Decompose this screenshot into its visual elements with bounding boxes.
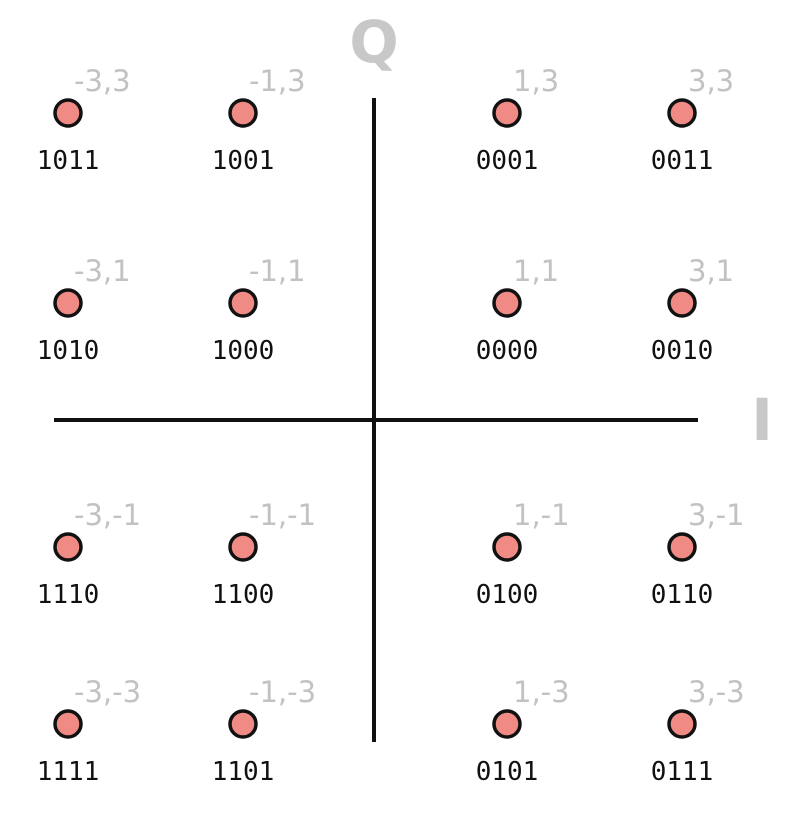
bit-label: 0100 (476, 580, 539, 610)
constellation-point: -3,-3 1111 (37, 675, 141, 787)
constellation-point: 3,3 0011 (651, 64, 734, 176)
point-marker (228, 288, 258, 318)
bit-label: 0000 (476, 336, 539, 366)
constellation-point: -1,-3 1101 (212, 675, 316, 787)
bit-label: 1001 (212, 146, 275, 176)
constellation-point: -3,3 1011 (37, 64, 131, 176)
constellation-points: -3,3 1011 -1,3 1001 1,3 0001 3,3 0011 -3,1 1010 -1… (37, 64, 745, 787)
bit-label: 1010 (37, 336, 100, 366)
coordinate-label: -3,-3 (74, 675, 141, 709)
bit-label: 0001 (476, 146, 539, 176)
point-marker (53, 98, 83, 128)
point-marker (667, 98, 697, 128)
point-marker (667, 709, 697, 739)
coordinate-label: -1,3 (249, 64, 306, 98)
bit-label: 0010 (651, 336, 714, 366)
constellation-point: 1,-3 0101 (476, 675, 570, 787)
point-marker (53, 709, 83, 739)
constellation-point: 3,1 0010 (651, 254, 734, 366)
coordinate-label: -3,3 (74, 64, 131, 98)
bit-label: 0011 (651, 146, 714, 176)
bit-label: 1011 (37, 146, 100, 176)
constellation-point: 1,1 0000 (476, 254, 559, 366)
point-marker (667, 532, 697, 562)
bit-label: 0110 (651, 580, 714, 610)
coordinate-label: 1,1 (513, 254, 559, 288)
bit-label: 1101 (212, 757, 275, 787)
bit-label: 1111 (37, 757, 100, 787)
coordinate-label: 1,-1 (513, 498, 570, 532)
constellation-point: 1,-1 0100 (476, 498, 570, 610)
bit-label: 1100 (212, 580, 275, 610)
coordinate-label: -3,-1 (74, 498, 141, 532)
point-marker (492, 98, 522, 128)
coordinate-label: 3,-1 (688, 498, 745, 532)
point-marker (667, 288, 697, 318)
point-marker (492, 288, 522, 318)
point-marker (53, 288, 83, 318)
bit-label: 1000 (212, 336, 275, 366)
coordinate-label: 3,-3 (688, 675, 745, 709)
constellation-point: -1,-1 1100 (212, 498, 316, 610)
coordinate-label: -1,1 (249, 254, 306, 288)
bit-label: 0111 (651, 757, 714, 787)
coordinate-label: -3,1 (74, 254, 131, 288)
point-marker (492, 532, 522, 562)
constellation-point: -1,1 1000 (212, 254, 306, 366)
constellation-point: 3,-3 0111 (651, 675, 745, 787)
point-marker (492, 709, 522, 739)
constellation-point: 1,3 0001 (476, 64, 559, 176)
constellation-point: -3,1 1010 (37, 254, 131, 366)
point-marker (228, 98, 258, 128)
constellation-point: 3,-1 0110 (651, 498, 745, 610)
coordinate-label: 3,1 (688, 254, 734, 288)
constellation-point: -3,-1 1110 (37, 498, 141, 610)
coordinate-label: 1,3 (513, 64, 559, 98)
coordinate-label: -1,-3 (249, 675, 316, 709)
i-axis-label: I (751, 386, 773, 454)
point-marker (228, 532, 258, 562)
coordinate-label: 3,3 (688, 64, 734, 98)
point-marker (228, 709, 258, 739)
coordinate-label: -1,-1 (249, 498, 316, 532)
point-marker (53, 532, 83, 562)
constellation-point: -1,3 1001 (212, 64, 306, 176)
bit-label: 1110 (37, 580, 100, 610)
coordinate-label: 1,-3 (513, 675, 570, 709)
q-axis-label: Q (349, 8, 398, 76)
bit-label: 0101 (476, 757, 539, 787)
